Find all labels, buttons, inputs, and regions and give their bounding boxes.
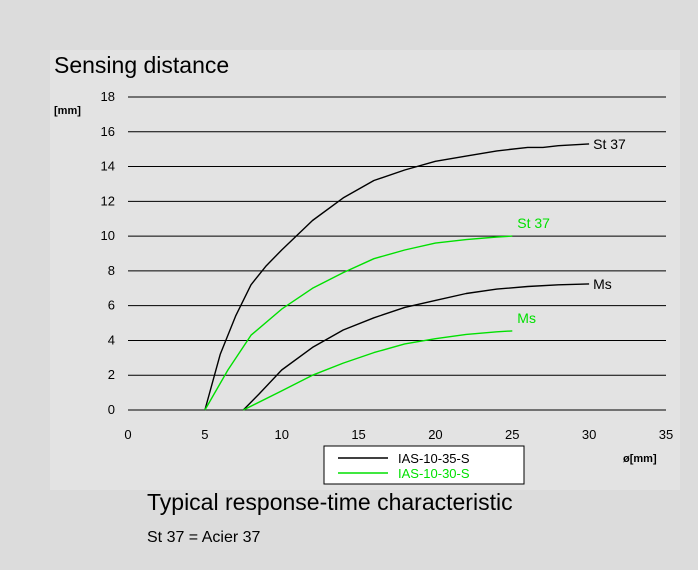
y-axis-label: [mm]	[54, 105, 81, 117]
y-tick-label-8: 16	[101, 124, 115, 139]
legend-label-0: IAS-10-35-S	[398, 451, 470, 466]
x-tick-label-2: 10	[274, 427, 288, 442]
curve-label-0: St 37	[593, 136, 626, 152]
legend-label-1: IAS-10-30-S	[398, 466, 470, 481]
footer-note: St 37 = Acier 37	[147, 529, 261, 546]
y-tick-label-0: 0	[108, 402, 115, 417]
y-tick-label-9: 18	[101, 89, 115, 104]
y-tick-label-1: 2	[108, 367, 115, 382]
curve-label-1: St 37	[517, 215, 550, 231]
series-line-3	[242, 330, 513, 411]
x-tick-label-1: 5	[201, 427, 208, 442]
x-tick-label-5: 25	[505, 427, 519, 442]
series-line-0	[204, 143, 590, 411]
y-tick-label-2: 4	[108, 332, 115, 347]
chart-title: Sensing distance	[54, 52, 230, 78]
x-tick-label-4: 20	[428, 427, 442, 442]
chart-area	[50, 50, 680, 490]
x-tick-label-7: 35	[659, 427, 673, 442]
curve-label-2: Ms	[593, 276, 612, 292]
x-tick-label-0: 0	[124, 427, 131, 442]
legend-box	[323, 445, 525, 485]
y-tick-label-4: 8	[108, 263, 115, 278]
x-axis-label: ø[mm]	[623, 453, 657, 465]
y-tick-label-5: 10	[101, 228, 115, 243]
y-tick-label-7: 14	[101, 159, 115, 174]
curve-label-3: Ms	[517, 310, 536, 326]
x-tick-label-6: 30	[582, 427, 596, 442]
y-tick-label-6: 12	[101, 193, 115, 208]
y-tick-label-3: 6	[108, 298, 115, 313]
series-line-2	[242, 283, 590, 411]
footer-title: Typical response-time characteristic	[147, 489, 513, 515]
series-line-1	[204, 235, 513, 411]
x-tick-label-3: 15	[351, 427, 365, 442]
